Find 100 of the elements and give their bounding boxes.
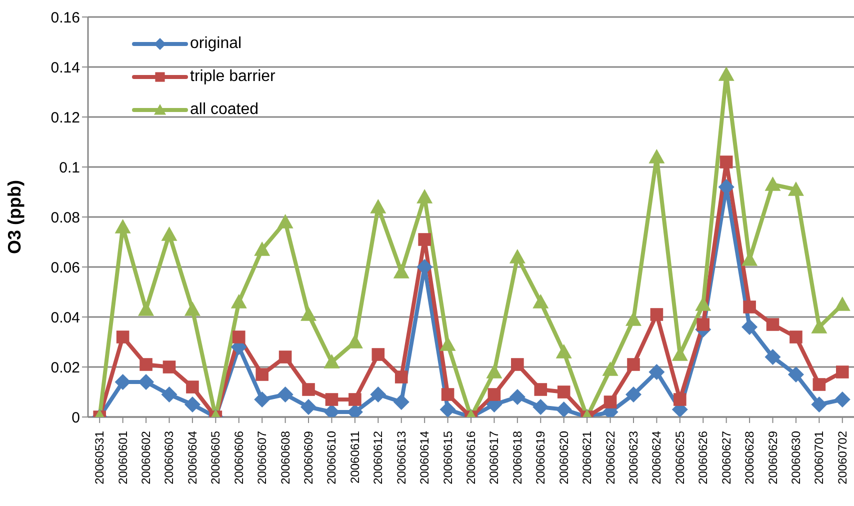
x-tick-label: 20060612 [371,430,386,484]
point [184,396,200,412]
x-tick-label: 20060607 [255,430,270,484]
point [720,156,733,168]
point [393,394,410,410]
point [788,182,804,196]
point [114,219,131,234]
x-tick-label: 20060630 [788,430,803,484]
point [418,233,431,246]
point [140,358,152,371]
point [743,300,756,314]
point [256,368,268,381]
point [324,354,340,368]
x-tick-label: 20060621 [580,430,594,484]
point [674,393,686,406]
legend-label: original [190,34,242,52]
point [764,176,781,191]
x-tick-label: 20060628 [742,430,757,484]
y-tick-label: 0 [72,409,80,426]
point [162,360,176,374]
x-tick-label: 20060614 [418,430,432,484]
point [348,393,362,406]
point [254,242,270,256]
point [114,374,131,390]
x-tick-label: 20060603 [162,430,176,484]
point [416,189,433,204]
point [325,393,338,406]
point [278,350,292,364]
y-tick-label: 0.08 [50,209,80,226]
x-tick-label: 20060613 [394,430,408,484]
x-tick-label: 20060622 [603,430,618,484]
legend-label: all coated [190,100,258,118]
point [254,392,270,408]
point [161,386,178,402]
point [161,226,178,241]
point [718,66,734,81]
point [441,388,454,401]
point [602,362,618,376]
x-tick-label: 20060701 [812,430,826,484]
point [625,312,642,326]
point [138,302,154,316]
y-tick-label: 0.1 [59,159,80,176]
point [277,214,294,228]
point [440,402,456,417]
x-tick-label: 20060617 [487,430,502,484]
x-tick-label: 20060616 [464,430,478,484]
point [834,392,850,408]
point [627,358,640,371]
y-tick-label: 0.02 [50,359,80,376]
point [138,374,154,390]
point [557,386,570,398]
point [811,319,828,334]
x-tick-label: 20060615 [440,430,455,484]
x-tick-label: 20060702 [835,430,850,484]
point [648,149,665,164]
x-tick-label: 20060627 [719,430,734,484]
point [532,294,549,308]
point [534,383,548,396]
x-tick-label: 20060601 [116,430,130,484]
point [556,402,572,417]
point [277,386,294,402]
y-axis-title: O3 (ppb) [4,180,24,254]
point [625,386,642,402]
point [648,364,665,380]
point [488,388,501,401]
x-tick-label: 20060619 [534,430,548,484]
x-tick-label: 20060629 [766,430,780,484]
x-tick-label: 20060602 [139,430,154,484]
point [695,296,712,311]
y-tick-label: 0.16 [50,9,80,26]
x-tick-label: 20060531 [92,430,107,484]
point [486,364,502,378]
point [511,358,524,371]
point [790,330,802,344]
x-tick-label: 20060609 [302,430,316,484]
point [232,330,246,344]
x-tick-label: 20060604 [185,430,200,484]
point [834,296,850,311]
y-tick-label: 0.12 [50,109,80,126]
point [650,308,664,321]
point [556,344,572,358]
point [696,318,710,331]
point [811,396,828,412]
point [509,389,526,405]
x-tick-label: 20060608 [278,430,292,484]
point [116,330,130,344]
point [184,302,200,316]
point [302,383,315,396]
x-tick-label: 20060626 [696,430,710,484]
y-tick-label: 0.06 [50,259,80,276]
y-tick-label: 0.14 [50,59,80,76]
x-tick-label: 20060624 [650,430,664,484]
point [766,318,780,331]
point [370,386,386,402]
legend-label: triple barrier [190,68,276,86]
x-tick-label: 20060625 [672,430,687,484]
point [394,370,408,384]
point [812,378,826,391]
point [300,399,317,415]
point [230,294,247,308]
